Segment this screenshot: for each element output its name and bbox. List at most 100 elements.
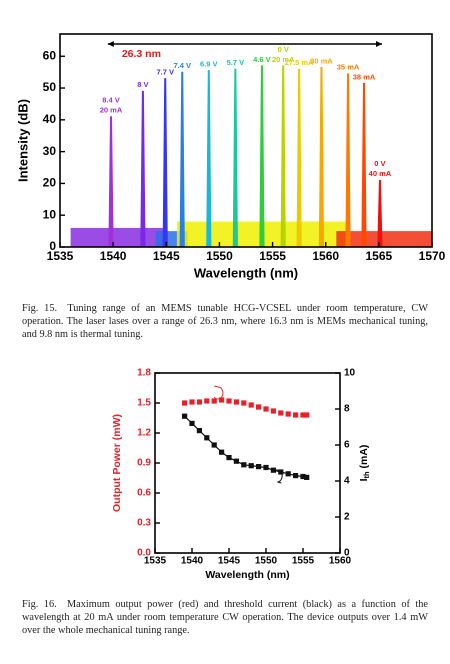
data-point bbox=[300, 412, 306, 418]
peak-label: 5.7 V bbox=[227, 58, 245, 67]
y-tick-label: 20 bbox=[43, 176, 57, 190]
plot-frame bbox=[154, 372, 341, 554]
caption: Fig. 16. Maximum output power (red) and … bbox=[22, 599, 428, 636]
y2-label-part: th bbox=[362, 471, 371, 478]
spectral-peak bbox=[280, 65, 286, 248]
spectral-peak bbox=[206, 70, 212, 248]
data-point bbox=[300, 473, 306, 480]
peak-label: 0 V bbox=[278, 45, 289, 54]
y2-tick-label: 2 bbox=[344, 512, 350, 523]
x-tick-label: 1550 bbox=[255, 556, 278, 567]
data-point bbox=[189, 399, 195, 405]
peak-label: 8.4 V bbox=[102, 96, 120, 105]
spectral-peak bbox=[140, 90, 146, 248]
y-tick-label: 1.2 bbox=[137, 428, 151, 439]
data-point bbox=[278, 410, 284, 416]
data-point bbox=[196, 428, 202, 434]
data-point bbox=[211, 398, 217, 404]
x-tick-label: 1560 bbox=[312, 249, 339, 263]
data-point bbox=[189, 420, 195, 426]
data-point bbox=[233, 399, 239, 405]
spectral-peak bbox=[108, 116, 114, 248]
x-tick-label: 1535 bbox=[47, 249, 74, 263]
data-point bbox=[248, 402, 254, 408]
data-point bbox=[182, 413, 188, 419]
data-point bbox=[304, 412, 310, 418]
spectral-peak bbox=[361, 82, 367, 248]
y-tick-label: 0.0 bbox=[137, 548, 151, 559]
data-point bbox=[226, 398, 232, 404]
x-tick-label: 1545 bbox=[153, 249, 180, 263]
data-point bbox=[285, 411, 291, 417]
data-point bbox=[204, 398, 210, 404]
data-point bbox=[241, 400, 247, 406]
noise-floor bbox=[70, 227, 167, 247]
peak-label: 30 mA bbox=[310, 56, 333, 65]
data-point bbox=[182, 400, 188, 406]
peak-label: 38 mA bbox=[353, 72, 376, 81]
y-tick-label: 0 bbox=[49, 239, 56, 253]
data-point bbox=[270, 467, 276, 473]
y2-tick-label: 4 bbox=[344, 476, 350, 487]
data-point bbox=[196, 399, 202, 405]
y-tick-label: 0.6 bbox=[137, 488, 151, 499]
y2-axis-label: Ith (mA) bbox=[358, 445, 371, 482]
y2-tick-label: 10 bbox=[344, 368, 356, 379]
y-axis-label: Intensity (dB) bbox=[15, 99, 30, 182]
y-tick-label: 10 bbox=[43, 207, 57, 221]
y-tick-label: 30 bbox=[43, 144, 57, 158]
series-line bbox=[184, 415, 307, 478]
data-point bbox=[256, 404, 262, 410]
data-point bbox=[263, 406, 269, 412]
data-point bbox=[233, 458, 239, 464]
data-point bbox=[241, 462, 247, 468]
y-tick-label: 0.3 bbox=[137, 518, 151, 529]
y-tick-label: 1.5 bbox=[137, 398, 151, 409]
y-tick-label: 40 bbox=[43, 112, 57, 126]
x-tick-label: 1560 bbox=[329, 556, 352, 567]
y-tick-label: 0.9 bbox=[137, 458, 151, 469]
peak-label: 7.4 V bbox=[173, 61, 191, 70]
data-point bbox=[263, 464, 269, 471]
peak-label: 27.5 mA bbox=[285, 58, 314, 67]
peak-label: 4.6 V bbox=[253, 55, 271, 64]
plot-frame bbox=[59, 33, 433, 248]
y2-tick-label: 0 bbox=[344, 548, 350, 559]
x-tick-label: 1535 bbox=[144, 556, 167, 567]
data-point bbox=[226, 455, 232, 461]
spectral-peak bbox=[232, 68, 238, 248]
noise-floor bbox=[336, 231, 432, 247]
data-point bbox=[285, 471, 291, 477]
y-tick-label: 50 bbox=[43, 80, 57, 94]
axis-pointer bbox=[273, 469, 283, 484]
x-axis-label: Wavelength (nm) bbox=[205, 569, 289, 581]
spectral-peak bbox=[318, 66, 325, 248]
data-point bbox=[256, 464, 262, 470]
y2-tick-label: 8 bbox=[344, 404, 350, 415]
peak-label: 40 mA bbox=[369, 169, 392, 178]
spectral-peak bbox=[345, 73, 351, 248]
spectral-peak bbox=[259, 65, 265, 248]
y2-label-part: (mA) bbox=[358, 445, 370, 472]
x-tick-label: 1570 bbox=[419, 249, 446, 263]
x-tick-label: 1540 bbox=[181, 556, 204, 567]
peak-label: 20 mA bbox=[272, 55, 295, 64]
y-tick-label: 60 bbox=[43, 48, 57, 62]
peak-label: 7.7 V bbox=[156, 67, 174, 76]
x-axis-label: Wavelength (nm) bbox=[194, 265, 298, 280]
x-tick-label: 1565 bbox=[366, 249, 393, 263]
data-point bbox=[204, 435, 210, 441]
caption: Fig. 15. Tuning range of an MEMS tunable… bbox=[22, 303, 428, 340]
peak-label: 8 V bbox=[137, 80, 148, 89]
x-tick-label: 1555 bbox=[292, 556, 315, 567]
y-axis-label: Output Power (mW) bbox=[111, 414, 123, 512]
data-point bbox=[219, 449, 225, 455]
peak-label: 20 mA bbox=[100, 106, 123, 115]
data-point bbox=[248, 463, 254, 469]
peak-label: 35 mA bbox=[337, 63, 360, 72]
spectral-peak bbox=[162, 78, 168, 248]
data-point bbox=[293, 412, 299, 418]
y2-label-part: I bbox=[358, 478, 370, 481]
